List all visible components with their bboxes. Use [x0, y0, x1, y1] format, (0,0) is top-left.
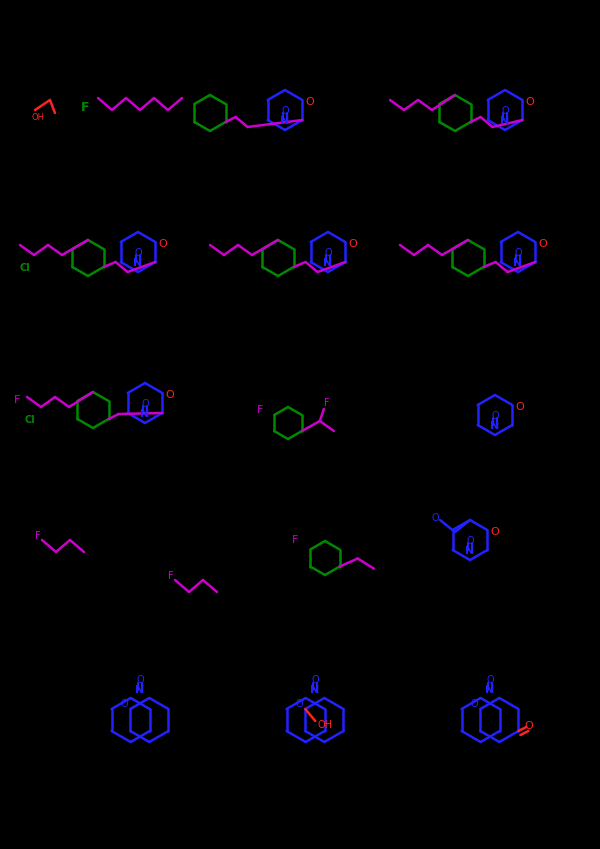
- Text: O: O: [538, 239, 547, 249]
- Text: O: O: [134, 248, 142, 258]
- Text: O: O: [324, 248, 332, 258]
- Text: N: N: [140, 409, 149, 419]
- Text: O: O: [491, 411, 499, 421]
- Text: O: O: [141, 399, 149, 409]
- Text: O: O: [525, 97, 533, 107]
- Text: F: F: [35, 531, 41, 541]
- Text: O: O: [305, 97, 314, 107]
- Text: F: F: [292, 535, 298, 545]
- Text: O: O: [514, 248, 522, 258]
- Text: O: O: [471, 699, 478, 709]
- Text: O: O: [296, 699, 304, 709]
- Text: Cl: Cl: [20, 263, 31, 273]
- Text: N: N: [485, 685, 494, 695]
- Text: F: F: [14, 395, 20, 405]
- Text: O: O: [158, 239, 167, 249]
- Text: F: F: [81, 100, 89, 114]
- Text: O: O: [524, 721, 533, 731]
- Text: O: O: [466, 536, 474, 546]
- Text: N: N: [323, 258, 332, 268]
- Text: O: O: [501, 106, 509, 116]
- Text: N: N: [514, 258, 523, 268]
- Text: O: O: [486, 675, 494, 685]
- Text: F: F: [257, 405, 263, 415]
- Text: N: N: [133, 258, 143, 268]
- Text: N: N: [136, 685, 145, 695]
- Text: OH: OH: [318, 720, 333, 730]
- Text: N: N: [466, 546, 475, 556]
- Text: N: N: [500, 116, 509, 126]
- Text: F: F: [324, 398, 329, 408]
- Text: O: O: [490, 527, 499, 537]
- Text: F: F: [168, 571, 174, 581]
- Text: N: N: [490, 421, 500, 431]
- Text: N: N: [310, 685, 320, 695]
- Text: O: O: [136, 675, 144, 685]
- Text: O: O: [281, 106, 289, 116]
- Text: N: N: [280, 116, 290, 126]
- Text: O: O: [515, 402, 524, 412]
- Text: O: O: [311, 675, 319, 685]
- Text: O: O: [431, 513, 439, 523]
- Text: OH: OH: [32, 113, 44, 121]
- Text: O: O: [165, 390, 173, 400]
- Text: O: O: [348, 239, 356, 249]
- Text: Cl: Cl: [25, 415, 35, 425]
- Text: O: O: [121, 699, 128, 709]
